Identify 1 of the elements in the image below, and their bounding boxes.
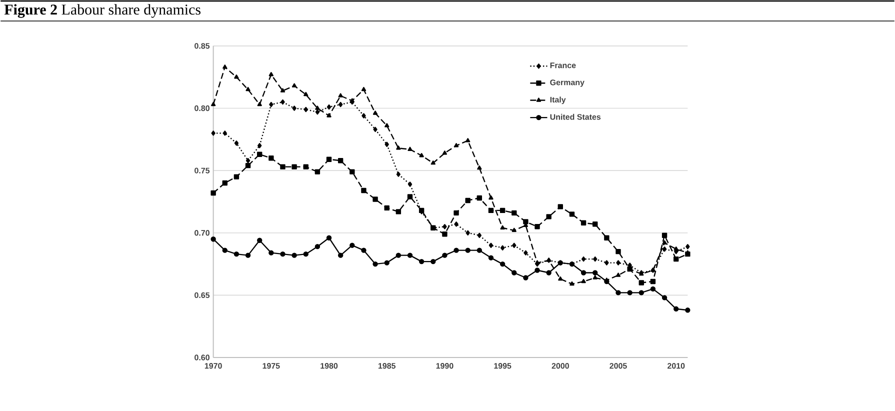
chart-title: Figure 2 Labour share dynamics [4, 4, 200, 18]
